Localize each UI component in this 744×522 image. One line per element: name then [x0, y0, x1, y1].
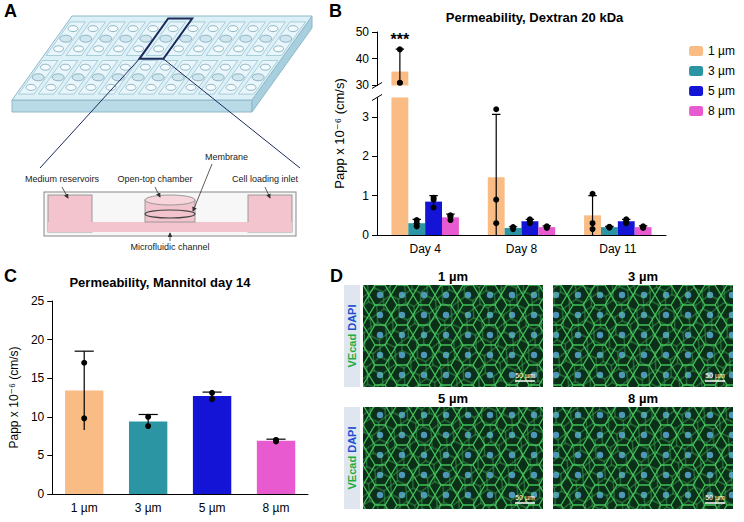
svg-text:0: 0 [362, 228, 369, 242]
svg-text:VEcad DAPI: VEcad DAPI [346, 305, 358, 368]
svg-text:Papp x 10⁻⁶ (cm/s): Papp x 10⁻⁶ (cm/s) [332, 78, 347, 188]
svg-text:1 µm: 1 µm [438, 269, 468, 284]
svg-text:Permeability, Dextran 20 kDa: Permeability, Dextran 20 kDa [446, 10, 624, 25]
svg-text:0: 0 [38, 487, 45, 501]
svg-text:3 µm: 3 µm [708, 64, 735, 78]
svg-text:Permeability, Mannitol day 14: Permeability, Mannitol day 14 [69, 275, 251, 290]
svg-text:1 µm: 1 µm [708, 44, 735, 58]
svg-text:40: 40 [356, 52, 370, 66]
svg-text:20: 20 [31, 333, 45, 347]
svg-text:***: *** [391, 31, 410, 48]
svg-text:3: 3 [362, 110, 369, 124]
svg-text:Papp x 10⁻⁶ (cm/s): Papp x 10⁻⁶ (cm/s) [7, 347, 21, 449]
svg-text:3 µm: 3 µm [135, 501, 162, 515]
svg-text:Medium reservoirs: Medium reservoirs [25, 174, 100, 184]
svg-text:50: 50 [356, 25, 370, 39]
svg-text:8 µm: 8 µm [263, 501, 290, 515]
svg-text:VEcad DAPI: VEcad DAPI [346, 427, 358, 490]
svg-text:Day 11: Day 11 [599, 242, 636, 256]
svg-text:Open-top chamber: Open-top chamber [117, 174, 192, 184]
svg-text:Membrane: Membrane [205, 152, 248, 162]
svg-text:5 µm: 5 µm [199, 501, 226, 515]
svg-text:1 µm: 1 µm [71, 501, 98, 515]
svg-text:10: 10 [31, 410, 45, 424]
html-text:D: D [330, 266, 343, 286]
svg-text:Day 8: Day 8 [506, 242, 538, 256]
svg-text:1: 1 [362, 189, 369, 203]
svg-text:50 µm: 50 µm [705, 372, 725, 380]
svg-text:8 µm: 8 µm [708, 104, 735, 118]
svg-text:Cell loading inlet: Cell loading inlet [232, 174, 299, 184]
svg-text:8 µm: 8 µm [628, 391, 658, 406]
svg-text:25: 25 [31, 294, 45, 308]
svg-text:5 µm: 5 µm [438, 391, 468, 406]
svg-text:Day 4: Day 4 [409, 242, 441, 256]
svg-text:3 µm: 3 µm [628, 269, 658, 284]
svg-text:50 µm: 50 µm [515, 372, 535, 380]
svg-text:5: 5 [38, 448, 45, 462]
html-text:A: A [4, 1, 17, 21]
svg-text:Microfluidic channel: Microfluidic channel [130, 242, 209, 252]
svg-text:50 µm: 50 µm [515, 494, 535, 502]
svg-text:50 µm: 50 µm [705, 494, 725, 502]
html-text:B: B [329, 1, 342, 21]
svg-text:5 µm: 5 µm [708, 84, 735, 98]
svg-text:30: 30 [356, 78, 370, 92]
svg-text:15: 15 [31, 371, 45, 385]
svg-text:2: 2 [362, 149, 369, 163]
html-text:C: C [4, 266, 17, 286]
